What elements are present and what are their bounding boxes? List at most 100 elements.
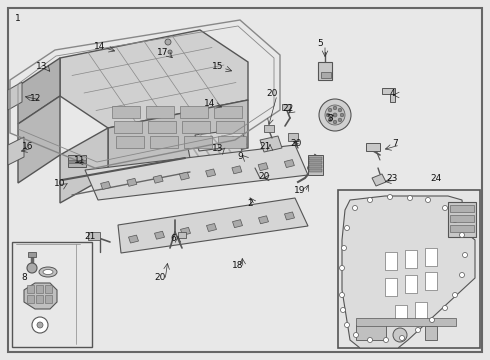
Circle shape	[340, 266, 344, 270]
Text: 18: 18	[232, 261, 244, 270]
Circle shape	[388, 194, 392, 199]
Polygon shape	[285, 212, 294, 220]
Polygon shape	[259, 216, 269, 224]
Circle shape	[32, 317, 48, 333]
Circle shape	[27, 263, 37, 273]
Text: 2: 2	[247, 198, 253, 207]
Bar	[27, 295, 34, 303]
Text: 4: 4	[389, 89, 395, 98]
Bar	[178, 232, 186, 238]
Circle shape	[333, 120, 337, 124]
Bar	[182, 121, 210, 133]
Circle shape	[452, 292, 458, 297]
Circle shape	[338, 108, 342, 112]
Bar	[184, 136, 212, 148]
Polygon shape	[180, 228, 191, 235]
Text: 17: 17	[157, 48, 169, 57]
Text: 3: 3	[327, 113, 333, 122]
Circle shape	[333, 113, 337, 117]
Polygon shape	[100, 181, 111, 189]
Polygon shape	[179, 172, 189, 180]
Polygon shape	[127, 178, 137, 186]
Circle shape	[341, 307, 345, 312]
Bar	[216, 121, 244, 133]
Bar	[264, 125, 274, 132]
Text: 19: 19	[294, 185, 306, 194]
Circle shape	[460, 273, 465, 278]
Circle shape	[460, 233, 465, 238]
Bar	[114, 121, 142, 133]
Bar	[36, 285, 43, 293]
Polygon shape	[18, 58, 60, 124]
Polygon shape	[206, 224, 217, 231]
Text: 11: 11	[74, 156, 86, 165]
Circle shape	[333, 106, 337, 110]
Circle shape	[340, 292, 344, 297]
Ellipse shape	[43, 270, 53, 274]
Circle shape	[384, 338, 389, 342]
Bar	[148, 121, 176, 133]
Bar	[68, 160, 86, 163]
Circle shape	[344, 323, 349, 328]
Polygon shape	[260, 136, 282, 152]
Bar	[338, 190, 480, 348]
Text: 20: 20	[290, 139, 302, 148]
Polygon shape	[232, 220, 243, 228]
Circle shape	[328, 118, 332, 122]
Circle shape	[326, 113, 330, 117]
Circle shape	[368, 198, 372, 202]
Bar	[405, 275, 417, 293]
Text: 13: 13	[36, 62, 48, 71]
Polygon shape	[85, 145, 308, 200]
Text: 20: 20	[266, 89, 278, 98]
Polygon shape	[18, 96, 60, 183]
Polygon shape	[232, 166, 242, 174]
Bar	[309, 157, 322, 160]
Text: 1: 1	[15, 14, 21, 23]
Bar	[450, 225, 474, 232]
Bar	[27, 285, 34, 293]
Polygon shape	[154, 231, 165, 239]
Bar	[28, 252, 36, 257]
Polygon shape	[60, 30, 248, 128]
Polygon shape	[372, 174, 386, 186]
Polygon shape	[284, 159, 294, 167]
Circle shape	[463, 252, 467, 257]
Circle shape	[344, 225, 349, 230]
Circle shape	[319, 99, 351, 131]
Circle shape	[416, 328, 420, 333]
Bar	[180, 106, 208, 118]
Polygon shape	[8, 82, 22, 110]
Polygon shape	[108, 100, 248, 176]
Ellipse shape	[39, 267, 57, 277]
Bar	[309, 169, 322, 172]
Polygon shape	[206, 169, 216, 177]
Bar	[395, 305, 407, 323]
Polygon shape	[188, 142, 244, 168]
Bar	[36, 295, 43, 303]
Bar	[12, 242, 92, 347]
Bar	[415, 302, 427, 320]
Text: 8: 8	[21, 274, 27, 283]
Bar	[321, 72, 331, 78]
Bar	[214, 106, 242, 118]
Text: 21: 21	[84, 231, 96, 240]
Bar	[45, 285, 52, 293]
Polygon shape	[24, 283, 57, 309]
Text: 9: 9	[237, 152, 243, 161]
Bar	[385, 278, 397, 296]
Circle shape	[368, 338, 372, 342]
Text: 22: 22	[282, 104, 294, 113]
Text: 5: 5	[317, 39, 323, 48]
Text: 20: 20	[154, 274, 166, 283]
Circle shape	[425, 198, 431, 202]
Polygon shape	[258, 163, 268, 171]
Bar	[309, 165, 322, 168]
Bar	[309, 161, 322, 164]
Bar	[116, 136, 144, 148]
Polygon shape	[128, 235, 139, 243]
Text: 10: 10	[54, 179, 66, 188]
Bar	[425, 326, 437, 340]
Bar	[425, 272, 437, 290]
Circle shape	[442, 306, 447, 310]
